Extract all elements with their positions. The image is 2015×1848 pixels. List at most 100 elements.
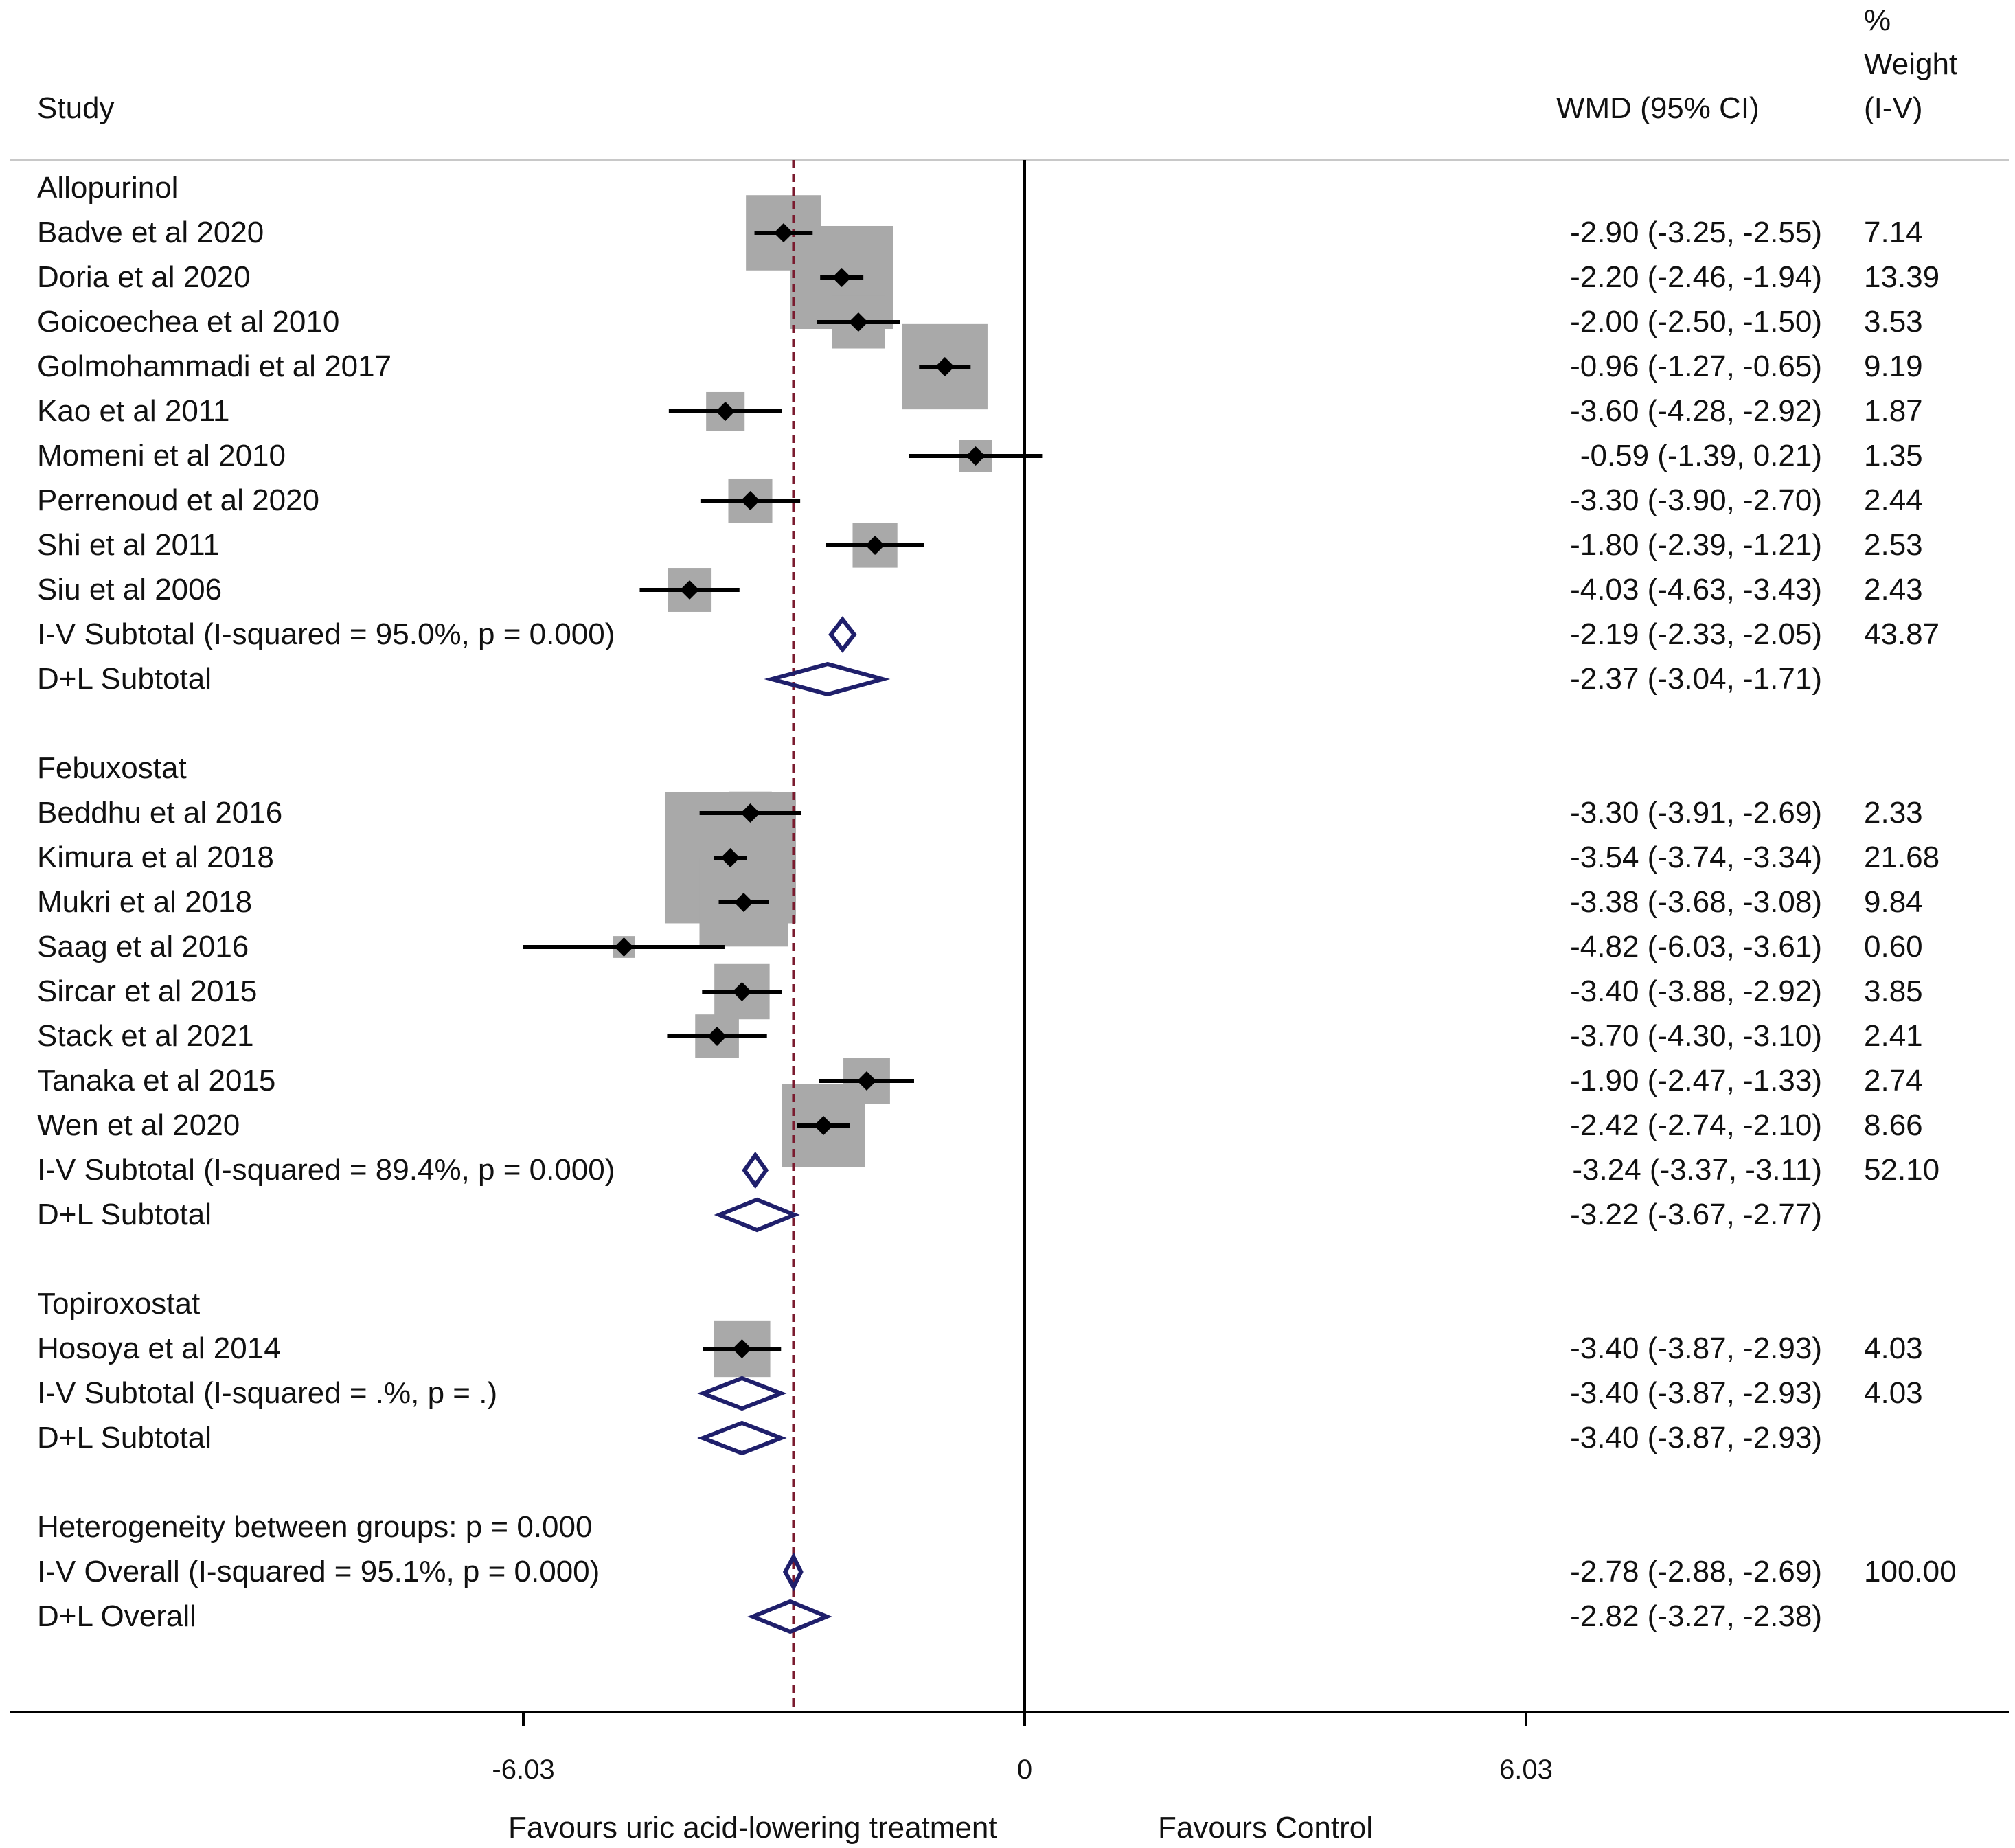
weight-label: 4.03 xyxy=(1864,1376,1923,1410)
weight-label: 13.39 xyxy=(1864,260,1939,294)
effect-ci-label: -2.00 (-2.50, -1.50) xyxy=(1570,305,1822,339)
effect-ci-label: -3.40 (-3.87, -2.93) xyxy=(1570,1332,1822,1365)
subgroup-label: Febuxostat xyxy=(37,751,187,785)
effect-ci-label: -3.30 (-3.91, -2.69) xyxy=(1570,796,1822,830)
effect-ci-label: -3.40 (-3.87, -2.93) xyxy=(1570,1376,1822,1410)
point-estimate xyxy=(856,1071,876,1091)
effect-ci-label: -2.19 (-2.33, -2.05) xyxy=(1570,617,1822,651)
study-label: Sircar et al 2015 xyxy=(37,974,257,1008)
header-weight-line1: % xyxy=(1864,3,1891,37)
study-label: D+L Overall xyxy=(37,1599,196,1633)
x-tick-label: 6.03 xyxy=(1499,1755,1553,1785)
weight-label: 2.41 xyxy=(1864,1019,1923,1053)
point-estimate xyxy=(966,446,986,466)
effect-ci-label: -3.30 (-3.90, -2.70) xyxy=(1570,483,1822,517)
header-weight-line3: (I-V) xyxy=(1864,91,1923,125)
effect-ci-label: -3.24 (-3.37, -3.11) xyxy=(1572,1153,1822,1187)
effect-ci-label: -3.60 (-4.28, -2.92) xyxy=(1570,394,1822,428)
favours-left-label: Favours uric acid-lowering treatment xyxy=(508,1811,997,1845)
effect-ci-label: -2.42 (-2.74, -2.10) xyxy=(1570,1108,1822,1142)
weight-label: 2.43 xyxy=(1864,573,1923,606)
x-axis: -6.03 0 6.03 xyxy=(10,1711,2009,1785)
study-label: I-V Subtotal (I-squared = 89.4%, p = 0.0… xyxy=(37,1153,615,1187)
study-label: Saag et al 2016 xyxy=(37,930,249,963)
effect-ci-label: -3.22 (-3.67, -2.77) xyxy=(1570,1198,1822,1231)
study-label: Heterogeneity between groups: p = 0.000 xyxy=(37,1510,592,1544)
effect-ci-label: -1.80 (-2.39, -1.21) xyxy=(1570,528,1822,562)
effect-ci-label: -3.54 (-3.74, -3.34) xyxy=(1570,841,1822,874)
study-label: Mukri et al 2018 xyxy=(37,885,252,919)
effect-ci-label: -0.59 (-1.39, 0.21) xyxy=(1580,439,1822,472)
study-label: Beddhu et al 2016 xyxy=(37,796,282,830)
weight-label: 9.84 xyxy=(1864,885,1923,919)
dl-diamond xyxy=(764,661,891,697)
point-estimate xyxy=(680,580,700,600)
point-estimate xyxy=(935,357,955,376)
point-estimate xyxy=(732,1339,752,1358)
dl-diamond xyxy=(697,1420,787,1456)
weight-boxes xyxy=(613,195,992,1378)
study-label: Doria et al 2020 xyxy=(37,260,251,294)
point-estimate xyxy=(614,937,634,957)
header-wmd: WMD (95% CI) xyxy=(1556,91,1760,125)
weight-label: 43.87 xyxy=(1864,617,1939,651)
weight-label: 1.35 xyxy=(1864,439,1923,472)
weight-label: 2.44 xyxy=(1864,483,1923,517)
study-label: D+L Subtotal xyxy=(37,1421,212,1455)
point-estimate xyxy=(773,223,793,242)
point-estimate xyxy=(716,402,736,421)
study-label: Shi et al 2011 xyxy=(37,528,220,562)
point-estimate xyxy=(740,803,760,823)
effect-ci-label: -0.96 (-1.27, -0.65) xyxy=(1570,350,1822,383)
weight-label: 1.87 xyxy=(1864,394,1923,428)
iv-diamond xyxy=(742,1151,769,1189)
row-labels: Allopurinol Badve et al 2020 -2.90 (-3.25,… xyxy=(37,171,1957,1633)
point-estimate xyxy=(865,536,885,555)
study-label: D+L Subtotal xyxy=(37,662,212,696)
effect-ci-label: -4.03 (-4.63, -3.43) xyxy=(1570,573,1822,606)
weight-label: 8.66 xyxy=(1864,1108,1923,1142)
favours-right-label: Favours Control xyxy=(1158,1811,1373,1845)
effect-ci-label: -2.90 (-3.25, -2.55) xyxy=(1570,216,1822,249)
reference-lines xyxy=(792,160,1026,1712)
study-label: I-V Overall (I-squared = 95.1%, p = 0.00… xyxy=(37,1555,600,1588)
weight-label: 3.85 xyxy=(1864,974,1923,1008)
study-label: Kimura et al 2018 xyxy=(37,841,274,874)
study-label: Wen et al 2020 xyxy=(37,1108,240,1142)
effect-ci-label: -3.70 (-4.30, -3.10) xyxy=(1570,1019,1822,1053)
weight-label: 4.03 xyxy=(1864,1332,1923,1365)
point-estimate xyxy=(707,1027,727,1046)
dl-diamond xyxy=(714,1197,800,1233)
header-study: Study xyxy=(37,91,115,125)
effect-ci-label: -2.78 (-2.88, -2.69) xyxy=(1570,1555,1822,1588)
point-estimate xyxy=(814,1116,834,1135)
study-label: Tanaka et al 2015 xyxy=(37,1064,275,1097)
effect-ci-label: -3.40 (-3.87, -2.93) xyxy=(1570,1421,1822,1455)
subgroup-label: Topiroxostat xyxy=(37,1287,200,1321)
study-label: Perrenoud et al 2020 xyxy=(37,483,319,517)
study-label: I-V Subtotal (I-squared = 95.0%, p = 0.0… xyxy=(37,617,615,651)
effect-ci-label: -4.82 (-6.03, -3.61) xyxy=(1570,930,1822,963)
study-label: I-V Subtotal (I-squared = .%, p = .) xyxy=(37,1376,497,1410)
study-label: Hosoya et al 2014 xyxy=(37,1332,281,1365)
weight-label: 2.33 xyxy=(1864,796,1923,830)
effect-ci-label: -2.82 (-3.27, -2.38) xyxy=(1570,1599,1822,1633)
point-estimate xyxy=(732,982,752,1001)
study-label: Momeni et al 2010 xyxy=(37,439,286,472)
weight-label: 3.53 xyxy=(1864,305,1923,339)
study-label: Stack et al 2021 xyxy=(37,1019,254,1053)
weight-label: 0.60 xyxy=(1864,930,1923,963)
effect-ci-label: -2.37 (-3.04, -1.71) xyxy=(1570,662,1822,696)
point-estimate xyxy=(720,848,740,867)
effect-ci-label: -3.38 (-3.68, -3.08) xyxy=(1570,885,1822,919)
point-estimate xyxy=(740,491,760,510)
dl-diamond xyxy=(747,1599,832,1634)
point-estimate xyxy=(733,893,753,912)
iv-diamond xyxy=(697,1376,787,1411)
study-label: Siu et al 2006 xyxy=(37,573,222,606)
iv-diamond xyxy=(828,616,857,653)
effect-ci-label: -1.90 (-2.47, -1.33) xyxy=(1570,1064,1822,1097)
estimate-marks xyxy=(523,223,1043,1634)
effect-ci-label: -2.20 (-2.46, -1.94) xyxy=(1570,260,1822,294)
